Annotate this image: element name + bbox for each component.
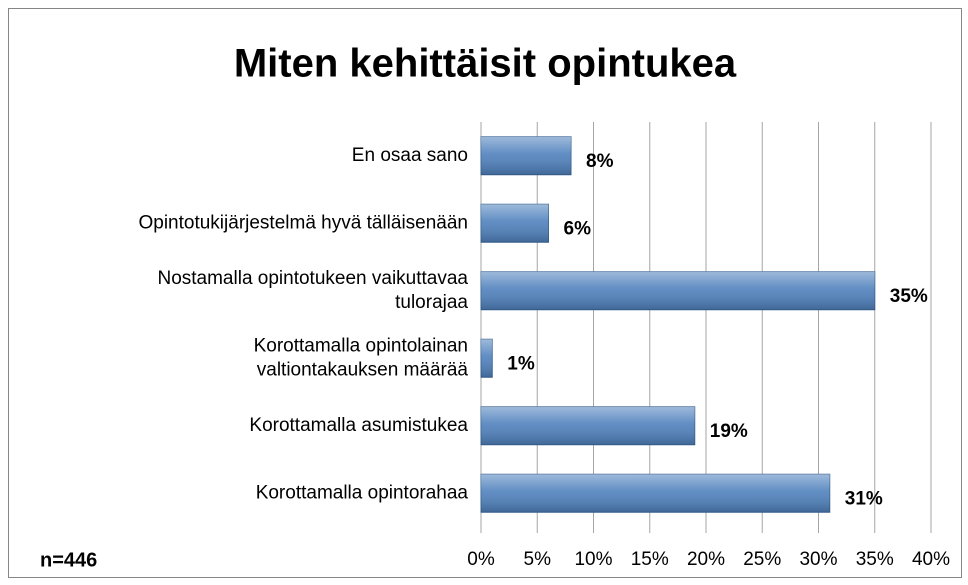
value-label: 6% [564,218,592,239]
x-tick-label: 40% [912,549,950,570]
value-label: 19% [710,421,748,442]
x-tick-label: 10% [574,549,612,570]
x-tick-label: 30% [799,549,837,570]
value-label: 1% [507,353,535,374]
y-tick-label: Korottamalla asumistukea [249,415,468,436]
x-tick-label: 35% [856,549,894,570]
value-label: 31% [845,488,883,509]
bar-shine [481,339,493,378]
y-tick-label: Nostamalla opintotukeen vaikuttavaa tulo… [157,268,468,313]
value-label: 8% [586,151,614,172]
y-tick-label: Korottamalla opintorahaa [256,482,469,503]
annotation: n=446 [40,549,97,571]
value-label: 35% [890,286,928,307]
bar-shine [481,474,830,513]
bar-shine [481,204,549,243]
chart-title: Miten kehittäisit opintukea [234,42,737,86]
bar-shine [481,406,695,445]
x-tick-label: 20% [687,549,725,570]
x-tick-label: 25% [743,549,781,570]
y-tick-label: Opintotukijärjestelmä hyvä tälläisenään [138,212,468,233]
bar-shine [481,271,875,310]
y-tick-label: En osaa sano [352,145,468,166]
y-tick-label: Korottamalla opintolainan valtiontakauks… [251,335,468,380]
x-tick-label: 15% [631,549,669,570]
x-tick-label: 5% [524,549,552,570]
bar-shine [481,136,571,175]
x-tick-label: 0% [467,549,495,570]
